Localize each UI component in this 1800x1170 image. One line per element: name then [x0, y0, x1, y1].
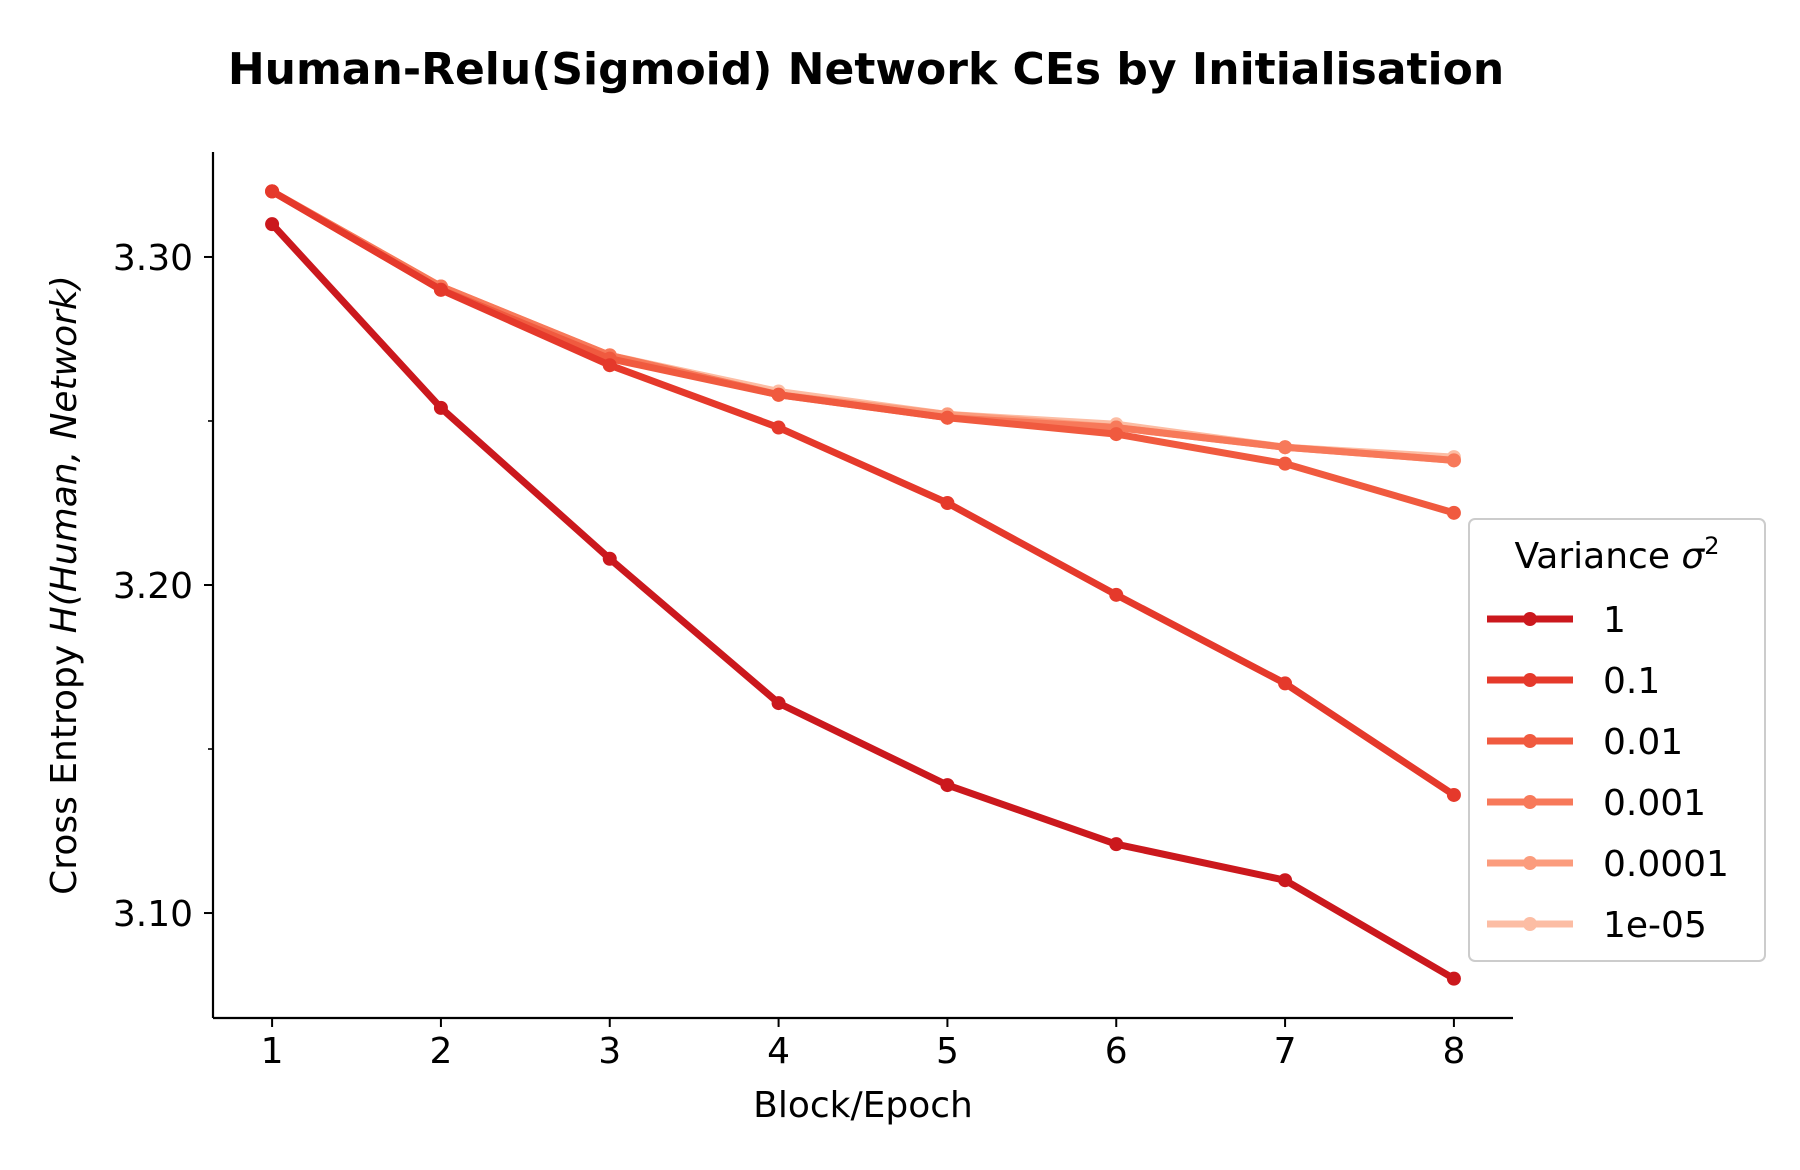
legend-swatch-marker-0.0001: [1523, 856, 1537, 870]
data-point-1-7: [1278, 873, 1293, 888]
data-point-1-2: [433, 400, 448, 415]
data-point-1-1: [265, 217, 280, 232]
x-tick-label-3: 3: [598, 1031, 621, 1072]
x-tick-label-5: 5: [936, 1031, 959, 1072]
series-0.001: [265, 184, 1461, 468]
data-point-0.01-7: [1278, 456, 1293, 471]
data-point-0.1-3: [602, 358, 617, 373]
series-0.01: [265, 184, 1461, 520]
y-axis-label-math: H(Human, Network): [44, 275, 85, 633]
legend-title-text: Variance: [1514, 536, 1681, 577]
data-point-0.1-5: [940, 495, 955, 510]
series-0.1: [265, 184, 1461, 802]
legend-item-1: 1: [1487, 600, 1626, 641]
data-point-1-4: [771, 696, 786, 711]
series-1: [265, 217, 1461, 986]
data-point-0.1-7: [1278, 676, 1293, 691]
x-ticks: 1 2 3 4 5 6 7 8: [261, 1018, 1465, 1072]
data-point-1-5: [940, 778, 955, 793]
data-point-0.01-8: [1446, 505, 1461, 520]
data-point-0.01-6: [1109, 427, 1124, 442]
legend-label-1: 1: [1603, 600, 1626, 641]
legend-swatch-marker-0.1: [1523, 673, 1537, 687]
series-0.0001: [265, 184, 1461, 468]
x-axis-label: Block/Epoch: [753, 1085, 973, 1126]
data-point-0.1-6: [1109, 587, 1124, 602]
data-point-0.1-4: [771, 420, 786, 435]
series-line-0.1: [268, 187, 1458, 799]
legend-title-symbol: σ: [1681, 536, 1705, 577]
legend-label-0.001: 0.001: [1603, 783, 1706, 824]
legend-title: Variance σ2: [1514, 532, 1719, 577]
data-point-0.1-2: [433, 282, 448, 297]
series-1e-05: [265, 184, 1461, 465]
legend-frame: [1468, 518, 1766, 962]
legend-item-0.1: 0.1: [1487, 661, 1660, 702]
data-point-1-8: [1446, 971, 1461, 986]
series-line-1: [268, 220, 1458, 983]
legend-item-0.01: 0.01: [1487, 722, 1683, 763]
y-tick-label-2: 3.20: [113, 566, 193, 607]
data-point-0.001-8: [1446, 453, 1461, 468]
y-ticks: 3.10 3.20 3.30: [113, 238, 213, 935]
x-tick-label-2: 2: [429, 1031, 452, 1072]
data-point-0.01-5: [940, 410, 955, 425]
legend-label-0.01: 0.01: [1603, 722, 1683, 763]
data-point-0.1-8: [1446, 787, 1461, 802]
legend-item-1e-05: 1e-05: [1487, 905, 1707, 946]
chart-title: Human-Relu(Sigmoid) Network CEs by Initi…: [228, 44, 1504, 95]
legend-title-superscript: 2: [1704, 532, 1719, 560]
y-axis-label: Cross Entropy H(Human, Network): [44, 275, 85, 895]
x-tick-label-7: 7: [1274, 1031, 1297, 1072]
legend-item-0.0001: 0.0001: [1487, 844, 1729, 885]
data-point-1-6: [1109, 837, 1124, 852]
data-point-0.001-7: [1278, 440, 1293, 455]
legend-swatch-marker-1e-05: [1523, 917, 1537, 931]
x-tick-label-8: 8: [1442, 1031, 1465, 1072]
y-axis-label-text: Cross Entropy: [44, 633, 85, 894]
legend-swatch-marker-0.01: [1523, 734, 1537, 748]
legend-items: 1 0.1 0.01 0.001 0.0001 1e-05: [1487, 600, 1729, 946]
data-point-0.01-4: [771, 387, 786, 402]
legend-swatch-marker-0.001: [1523, 795, 1537, 809]
y-tick-label-3: 3.30: [113, 238, 193, 279]
legend-label-0.0001: 0.0001: [1603, 844, 1729, 885]
x-tick-label-6: 6: [1105, 1031, 1128, 1072]
y-tick-label-1: 3.10: [113, 894, 193, 935]
plot-area: [265, 184, 1461, 986]
legend-swatch-marker-1: [1523, 612, 1537, 626]
legend-label-0.1: 0.1: [1603, 661, 1660, 702]
x-tick-label-1: 1: [261, 1031, 284, 1072]
data-point-0.1-1: [265, 184, 280, 199]
legend-label-1e-05: 1e-05: [1603, 905, 1707, 946]
legend-item-0.001: 0.001: [1487, 783, 1706, 824]
data-point-1-3: [602, 551, 617, 566]
legend: Variance σ2 1 0.1 0.01 0.001 0.0001 1e-05: [1468, 518, 1766, 962]
x-tick-label-4: 4: [767, 1031, 790, 1072]
